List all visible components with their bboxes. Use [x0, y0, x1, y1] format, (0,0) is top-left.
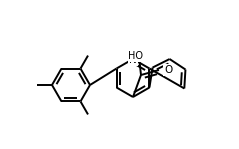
Text: HO: HO: [129, 51, 143, 61]
Text: O: O: [164, 65, 172, 75]
Text: N: N: [129, 55, 137, 65]
